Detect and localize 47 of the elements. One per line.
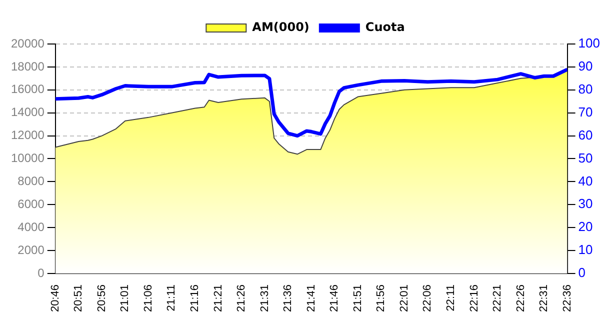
y-tick-label: 2000 bbox=[18, 242, 45, 257]
x-tick-label: 22:11 bbox=[444, 284, 457, 312]
x-tick-label: 21:16 bbox=[189, 284, 202, 312]
y2-tick-label: 100 bbox=[578, 36, 600, 51]
x-tick-label: 22:31 bbox=[538, 284, 550, 312]
x-tick-label: 20:56 bbox=[96, 284, 108, 312]
legend-label: Cuota bbox=[365, 20, 405, 34]
x-tick-label: 21:11 bbox=[166, 284, 178, 312]
x-tick-label: 21:06 bbox=[142, 284, 154, 312]
y2-tick-label: 40 bbox=[578, 173, 593, 188]
y2-tick-label: 80 bbox=[578, 81, 593, 96]
y-tick-label: 18000 bbox=[10, 59, 45, 74]
x-tick-label: 21:41 bbox=[305, 284, 318, 312]
x-tick-label: 21:21 bbox=[212, 284, 224, 312]
y-tick-label: 20000 bbox=[10, 36, 45, 50]
y-tick-label: 16000 bbox=[10, 82, 45, 96]
y-tick-label: 10000 bbox=[10, 151, 45, 166]
x-tick-label: 21:26 bbox=[236, 284, 248, 312]
x-tick-label: 21:36 bbox=[282, 284, 294, 312]
x-tick-label: 22:16 bbox=[468, 284, 480, 312]
x-tick-label: 21:46 bbox=[328, 284, 341, 312]
x-tick-label: 22:36 bbox=[561, 284, 574, 312]
y2-tick-label: 90 bbox=[578, 58, 593, 74]
x-tick-label: 21:01 bbox=[119, 284, 132, 312]
x-tick-label: 22:06 bbox=[422, 284, 434, 312]
y-tick-label: 12000 bbox=[10, 128, 45, 142]
x-tick-label: 21:56 bbox=[375, 284, 388, 312]
y2-tick-label: 50 bbox=[578, 150, 593, 166]
y-tick-label: 4000 bbox=[18, 220, 45, 234]
x-tick-label: 21:51 bbox=[352, 284, 364, 312]
y2-tick-label: 10 bbox=[578, 242, 593, 258]
y2-tick-label: 0 bbox=[578, 265, 586, 280]
legend-label: AM(000) bbox=[252, 20, 310, 34]
y-tick-label: 8000 bbox=[18, 174, 45, 188]
y2-tick-label: 70 bbox=[578, 104, 593, 120]
y2-tick-label: 30 bbox=[578, 196, 593, 212]
y-tick-label: 6000 bbox=[18, 196, 45, 211]
x-tick-label: 22:21 bbox=[492, 284, 504, 312]
y-tick-label: 14000 bbox=[10, 105, 45, 120]
x-tick-label: 21:31 bbox=[258, 284, 271, 312]
x-tick-label: 22:01 bbox=[398, 284, 410, 312]
y2-tick-label: 20 bbox=[578, 219, 593, 234]
x-tick-label: 22:26 bbox=[514, 284, 527, 312]
y2-tick-label: 60 bbox=[578, 127, 593, 142]
y-tick-label: 0 bbox=[38, 266, 45, 280]
x-tick-label: 20:46 bbox=[49, 284, 62, 312]
x-tick-label: 20:51 bbox=[72, 284, 85, 312]
